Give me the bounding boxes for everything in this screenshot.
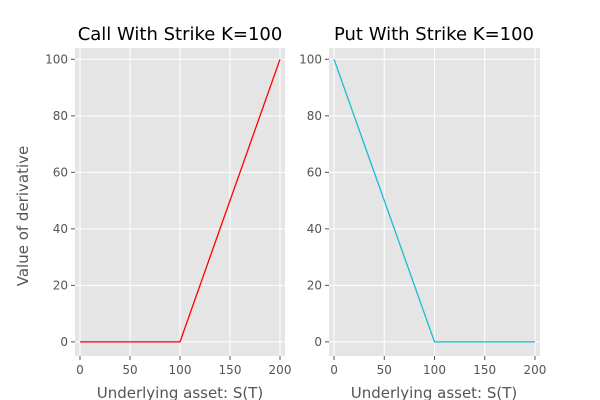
put-y-tick-label: 80 bbox=[307, 109, 322, 123]
call-chart-panel: 0 50 100 150 200 0 20 40 60 80 100 Call With Strik… bbox=[14, 24, 291, 400]
call-y-tick-label: 100 bbox=[45, 52, 68, 66]
put-payoff-line bbox=[333, 59, 535, 343]
put-y-tick-label: 0 bbox=[314, 335, 322, 349]
call-y-tick-label: 0 bbox=[60, 335, 68, 349]
call-x-axis-label: Underlying asset: S(T) bbox=[97, 384, 264, 400]
call-y-tick-label: 60 bbox=[53, 165, 68, 179]
call-payoff-line bbox=[80, 59, 281, 343]
call-x-tick-label: 150 bbox=[219, 363, 242, 377]
call-y-axis-label: Value of derivative bbox=[14, 146, 32, 287]
call-y-tick-label: 40 bbox=[53, 222, 68, 236]
put-x-axis-label: Underlying asset: S(T) bbox=[351, 384, 518, 400]
call-y-tick-label: 80 bbox=[53, 109, 68, 123]
put-x-tick-label: 0 bbox=[330, 363, 338, 377]
call-y-tick-label: 20 bbox=[53, 278, 68, 292]
call-grid bbox=[75, 48, 285, 356]
put-ticks: 0 50 100 150 200 0 20 40 60 80 100 bbox=[299, 52, 546, 377]
put-y-tick-label: 40 bbox=[307, 222, 322, 236]
put-y-tick-label: 100 bbox=[299, 52, 322, 66]
put-x-tick-label: 50 bbox=[377, 363, 392, 377]
call-x-tick-label: 0 bbox=[76, 363, 84, 377]
call-x-tick-label: 100 bbox=[169, 363, 192, 377]
put-y-tick-label: 20 bbox=[307, 278, 322, 292]
put-series bbox=[333, 59, 535, 343]
put-x-tick-label: 200 bbox=[524, 363, 547, 377]
call-chart-title: Call With Strike K=100 bbox=[78, 24, 283, 45]
put-x-tick-label: 100 bbox=[423, 363, 446, 377]
put-x-tick-label: 150 bbox=[473, 363, 496, 377]
put-chart-panel: 0 50 100 150 200 0 20 40 60 80 100 Put With Strike… bbox=[299, 24, 546, 400]
put-y-tick-label: 60 bbox=[307, 165, 322, 179]
call-x-tick-label: 50 bbox=[122, 363, 137, 377]
call-ticks: 0 50 100 150 200 0 20 40 60 80 100 bbox=[45, 52, 291, 377]
put-chart-title: Put With Strike K=100 bbox=[334, 24, 534, 45]
call-series bbox=[80, 59, 281, 343]
call-x-tick-label: 200 bbox=[269, 363, 292, 377]
